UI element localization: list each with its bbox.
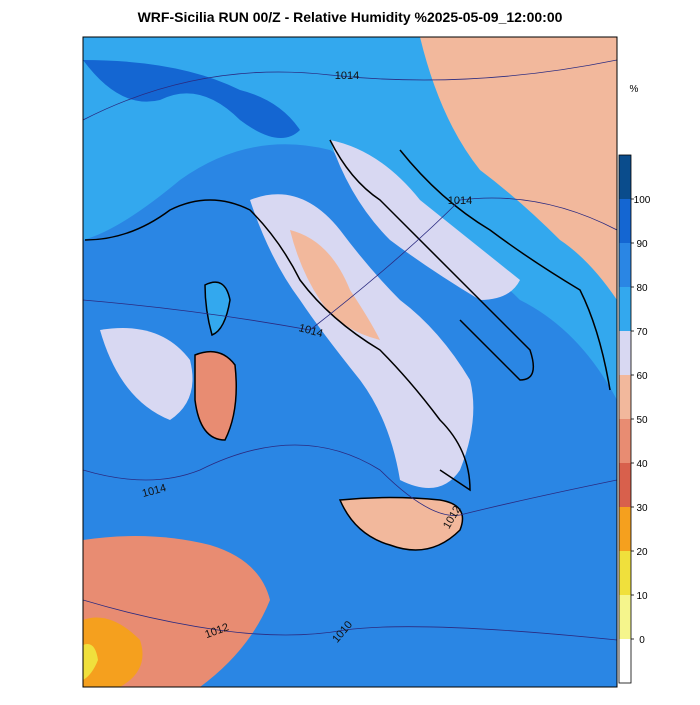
land-field xyxy=(290,230,380,340)
colorbar-segment xyxy=(619,595,631,639)
colorbar-segment xyxy=(619,551,631,595)
isobars xyxy=(83,59,617,641)
adriatic xyxy=(330,140,520,300)
humidity-field xyxy=(100,328,193,420)
humidity-field xyxy=(83,60,300,138)
contour-label: 1014 xyxy=(448,195,472,207)
contour-label: 1014 xyxy=(335,70,359,82)
colorbar-segment xyxy=(619,155,631,199)
colorbar-segment xyxy=(619,507,631,551)
colorbar-tick-label: 20 xyxy=(636,547,648,558)
colorbar-tick-label: 0 xyxy=(639,635,645,646)
colorbar-tick-label: 10 xyxy=(636,591,648,602)
colorbar-tick-label: 50 xyxy=(636,415,648,426)
title: WRF-Sicilia RUN 00/Z - Relative Humidity… xyxy=(138,9,563,25)
map xyxy=(83,37,617,687)
colorbar-unit: % xyxy=(630,84,639,95)
sardinia xyxy=(195,351,237,440)
colorbar-segment xyxy=(619,419,631,463)
map-frame xyxy=(82,36,618,688)
colorbar-segment xyxy=(619,639,631,683)
colorbar-segment xyxy=(619,375,631,419)
land-field xyxy=(83,644,98,680)
colorbar: 0 10 20 30 40 50 60 70 80 90 100 xyxy=(618,154,651,684)
colorbar-segment xyxy=(619,463,631,507)
coastline xyxy=(84,139,611,551)
land-field xyxy=(83,617,143,687)
colorbar-segment xyxy=(619,199,631,243)
colorbar-segment xyxy=(619,331,631,375)
colorbar-tick-label: 60 xyxy=(636,371,648,382)
colorbar-segment xyxy=(619,287,631,331)
colorbar-tick-label: 100 xyxy=(634,195,651,206)
colorbar-segment xyxy=(619,243,631,287)
colorbar-tick-label: 30 xyxy=(636,503,648,514)
colorbar-tick-label: 80 xyxy=(636,283,648,294)
colorbar-tick-label: 70 xyxy=(636,327,648,338)
colorbar-tick-label: 40 xyxy=(636,459,648,470)
colorbar-tick-label: 90 xyxy=(636,239,648,250)
land-field xyxy=(420,37,617,300)
sicily xyxy=(340,497,463,550)
